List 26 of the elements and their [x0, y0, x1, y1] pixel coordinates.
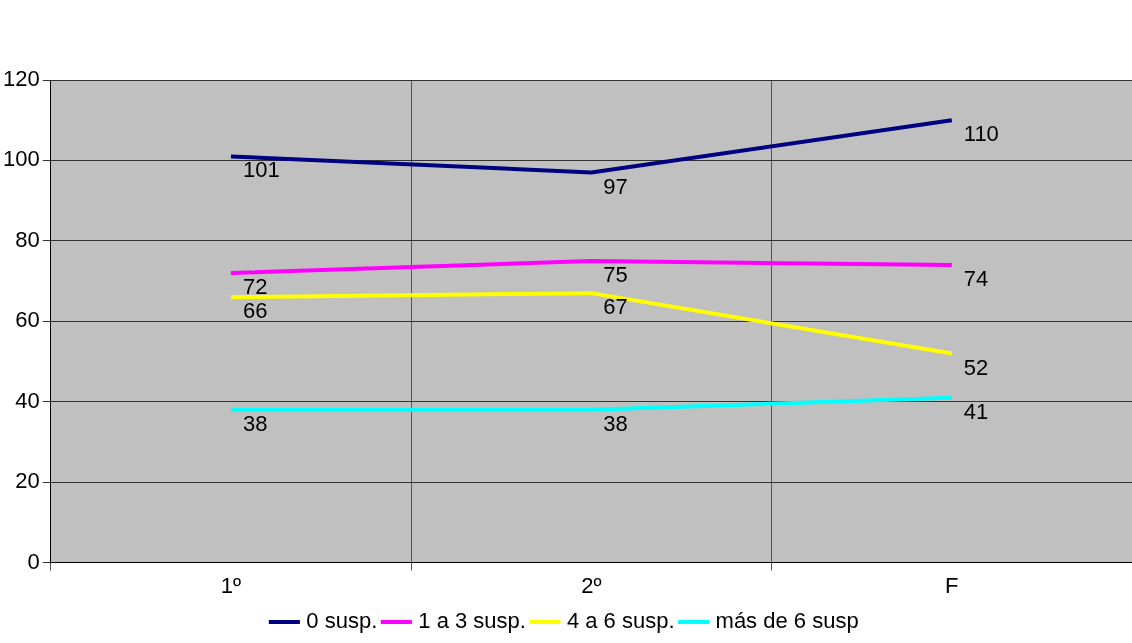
- y-tick-label: 0: [27, 548, 40, 574]
- x-tick-label: F: [945, 572, 959, 598]
- data-label: 72: [242, 274, 268, 300]
- y-tick-label: 100: [2, 146, 40, 172]
- legend-label: 1 a 3 susp.: [418, 608, 526, 634]
- legend-label: 0 susp.: [306, 608, 378, 634]
- data-label: 97: [603, 173, 628, 199]
- data-label: 75: [603, 262, 628, 288]
- x-tick-label: 1º: [220, 572, 242, 598]
- data-label: 110: [963, 121, 999, 147]
- data-label: 52: [963, 354, 989, 380]
- data-label: 74: [963, 266, 989, 292]
- legend-label: más de 6 susp: [715, 608, 859, 634]
- y-tick-label: 80: [15, 226, 40, 252]
- y-tick-label: 20: [15, 468, 40, 494]
- data-label: 38: [603, 410, 628, 436]
- x-tick-label: 2º: [581, 572, 602, 598]
- data-label: 67: [603, 294, 628, 320]
- data-label: 41: [963, 398, 989, 424]
- y-tick-label: 40: [15, 387, 40, 413]
- data-label: 38: [242, 410, 268, 436]
- y-tick-label: 60: [15, 307, 40, 333]
- y-tick-label: 120: [2, 66, 40, 92]
- data-label: 66: [242, 298, 268, 324]
- data-label: 101: [242, 157, 280, 183]
- legend-label: 4 a 6 susp.: [566, 608, 675, 634]
